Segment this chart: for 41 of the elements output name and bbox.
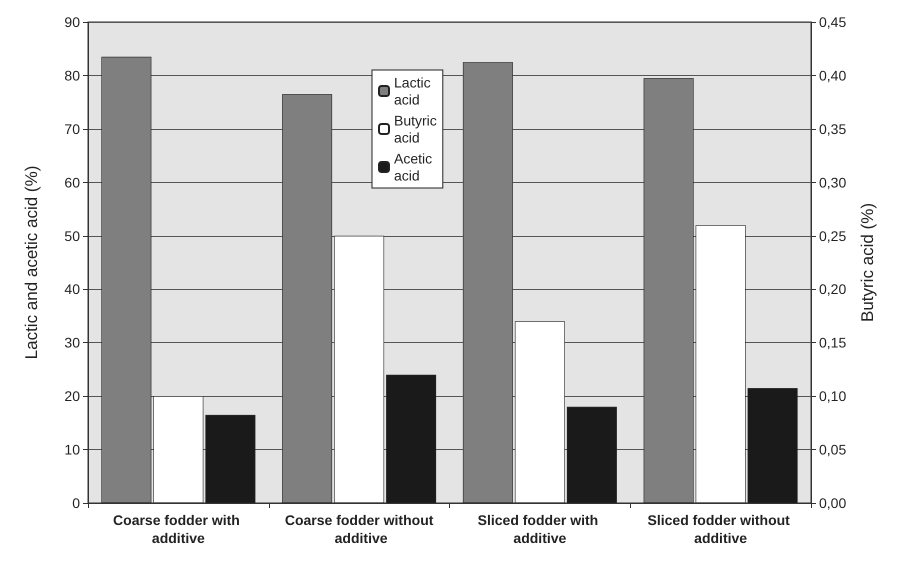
bar (696, 225, 746, 503)
y2-tick-label: 0,40 (819, 67, 846, 84)
bar (101, 56, 152, 503)
y2-tick-label: 0,45 (819, 14, 846, 30)
bar (462, 62, 513, 503)
bar (205, 414, 256, 503)
legend-label: Lactic acid (394, 74, 431, 108)
y2-tick-label: 0,00 (819, 495, 846, 511)
x-tick-label: Coarse fodder without additive (284, 512, 434, 546)
y2-tick-label: 0,05 (819, 442, 846, 458)
y2-tick-label: 0,35 (819, 120, 846, 137)
y-tick-label: 70 (64, 120, 80, 137)
bar (514, 321, 565, 503)
y-tick-label: 80 (64, 67, 80, 84)
y2-tick-label: 0,25 (819, 228, 846, 244)
bar (334, 236, 384, 503)
y-tick-label: 40 (64, 281, 80, 298)
x-tick-label: Sliced fodder with additive (478, 512, 602, 546)
legend-label: Acetic acid (394, 150, 432, 184)
y-tick-label: 0 (72, 495, 80, 511)
bar (386, 374, 436, 503)
y2-axis-title: Butyric acid (%) (858, 202, 877, 322)
x-tick-label: Sliced fodder without additive (648, 512, 794, 546)
y-tick-label: 50 (64, 228, 80, 244)
y-tick-label: 20 (64, 388, 80, 404)
bar (748, 388, 798, 503)
legend-label: Butyric acid (394, 112, 437, 146)
y-tick-label: 10 (64, 442, 80, 458)
y-tick-label: 30 (64, 334, 80, 351)
y2-tick-label: 0,15 (819, 334, 846, 351)
y-tick-label: 90 (64, 14, 80, 30)
bar (153, 396, 204, 503)
bar (282, 94, 332, 503)
y2-tick-label: 0,20 (819, 281, 846, 298)
y2-tick-label: 0,30 (819, 174, 846, 190)
y2-tick-label: 0,10 (819, 388, 846, 404)
bar (644, 78, 694, 503)
y-tick-label: 60 (64, 174, 80, 190)
y-axis-title: Lactic and acetic acid (%) (22, 166, 41, 360)
x-tick-label: Coarse fodder with additive (113, 512, 244, 546)
bar (566, 406, 617, 503)
